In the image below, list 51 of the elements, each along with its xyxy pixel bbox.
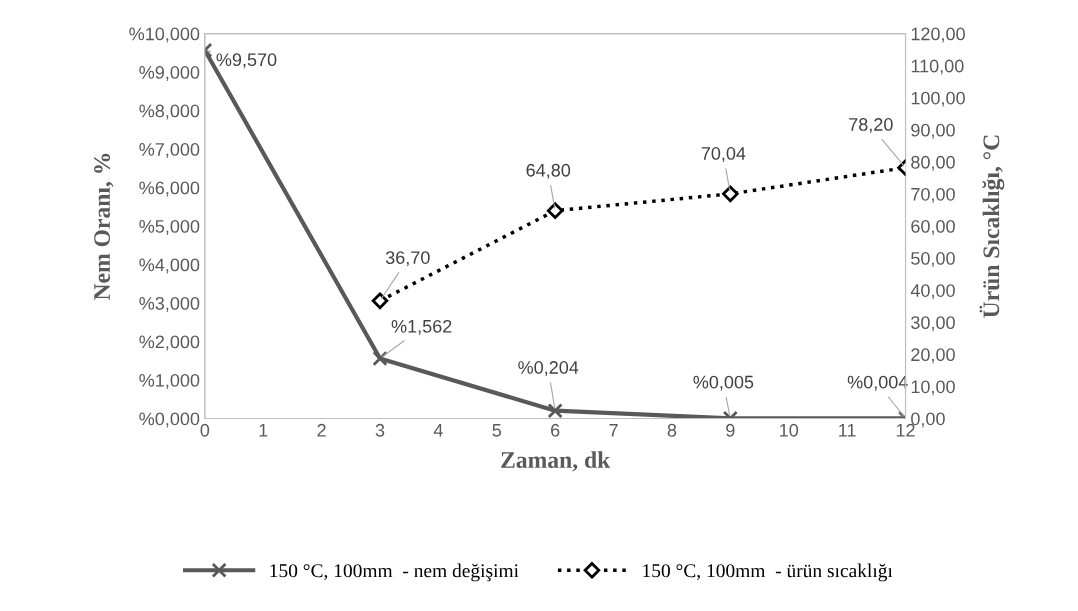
y2-tick-label: 80,00: [911, 155, 955, 171]
y-tick-label: %9,000: [139, 66, 200, 81]
y2-tick-label: 50,00: [911, 252, 955, 267]
data-label: %0,005: [693, 375, 754, 391]
x-tick-label: 3: [375, 423, 385, 437]
y-tick-label: %5,000: [139, 220, 200, 235]
y-tick-label: %10,000: [129, 27, 200, 43]
x-tick-label: 7: [609, 424, 618, 437]
y-tick-label: %8,000: [139, 104, 200, 120]
data-label: %1,562: [391, 319, 452, 335]
y2-tick-label: 40,00: [910, 284, 955, 300]
x-tick-label: 0: [200, 423, 210, 437]
x-tick-label: 5: [492, 424, 502, 437]
y2-tick-label: 110,00: [911, 59, 964, 75]
y-tick-label: %4,000: [139, 258, 200, 274]
point: [722, 185, 739, 203]
x-tick-label: 6: [551, 423, 560, 437]
x-tick-label: 1: [259, 424, 268, 437]
data-label: 64,80: [526, 163, 571, 179]
legend-label: 150 °C, 100mm - ürün sıcaklığı: [643, 563, 893, 582]
y-tick-label: %1,000: [139, 373, 200, 389]
x-tick-label: 10: [780, 423, 799, 437]
x-tick-label: 8: [667, 423, 677, 437]
data-label: %0,204: [518, 361, 579, 376]
y2-tick-label: 120,00: [911, 27, 965, 43]
y2-tick-label: 90,00: [911, 123, 955, 139]
y2-axis-title: Ürün Sıcaklığı, °C: [979, 135, 1005, 318]
y-tick-label: %2,000: [139, 335, 200, 351]
y2-tick-label: 70,00: [911, 187, 955, 203]
x-axis-title: Zaman, dk: [501, 451, 611, 472]
y2-tick-label: 30,00: [911, 316, 955, 332]
x-tick-label: 4: [433, 424, 443, 437]
data-label: 78,20: [849, 118, 893, 133]
y-tick-label: %6,000: [139, 181, 200, 197]
x-tick-label: 9: [726, 423, 735, 437]
data-label: 36,70: [385, 251, 430, 267]
y2-tick-label: 60,00: [911, 220, 955, 235]
x-tick-label: 11: [839, 424, 856, 437]
point: [546, 202, 564, 219]
y-tick-label: %3,000: [139, 296, 200, 312]
y2-tick-label: 20,00: [911, 348, 955, 364]
x-tick-label: 2: [317, 423, 326, 437]
data-label: 70,04: [701, 147, 746, 162]
point: [371, 292, 389, 310]
data-label: %9,570: [216, 53, 277, 69]
y-tick-label: %7,000: [139, 143, 200, 158]
y-axis-title: Nem Oranı, %: [94, 153, 114, 301]
y2-tick-label: 10,00: [911, 380, 955, 396]
y2-tick-label: 100,00: [911, 91, 965, 107]
y-tick-label: %0,000: [139, 412, 200, 428]
legend-label: 150 °C, 100mm - nem değişimi: [270, 563, 519, 582]
